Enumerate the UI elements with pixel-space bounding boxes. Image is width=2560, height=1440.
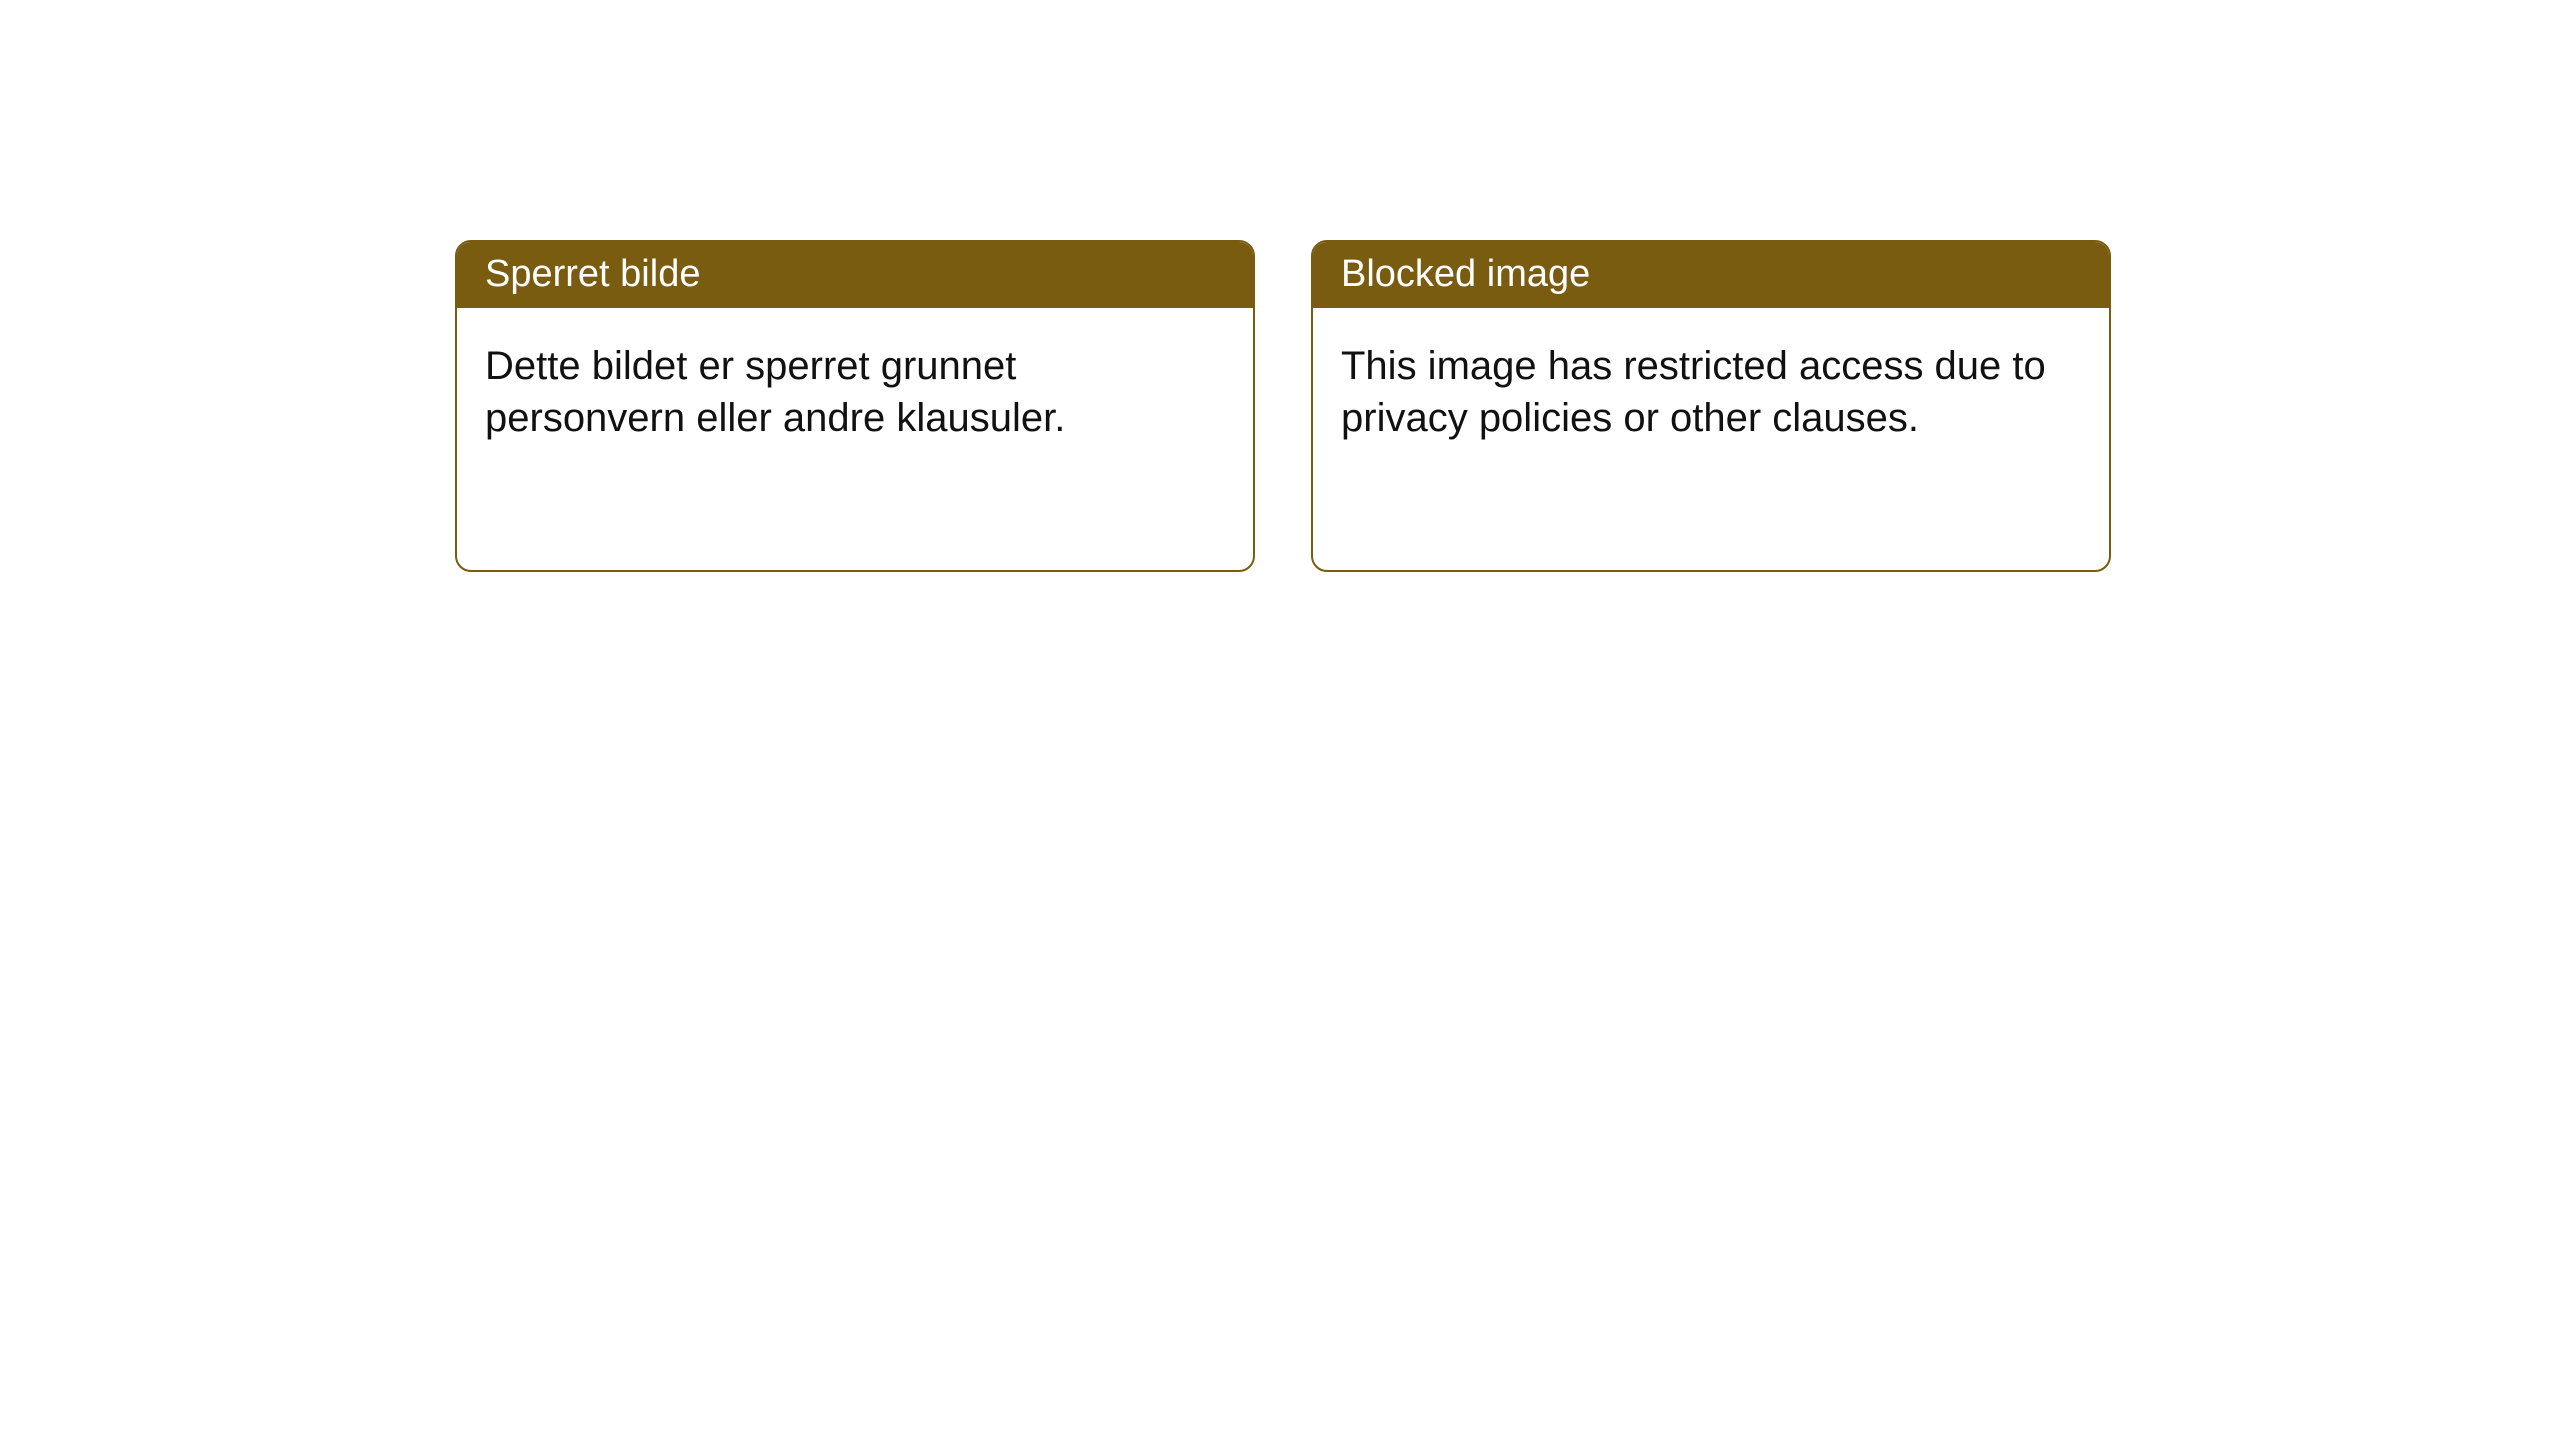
notice-card-norwegian: Sperret bilde Dette bildet er sperret gr… (455, 240, 1255, 572)
notice-header: Sperret bilde (457, 242, 1253, 308)
notice-cards-container: Sperret bilde Dette bildet er sperret gr… (455, 240, 2111, 572)
notice-header: Blocked image (1313, 242, 2109, 308)
notice-body: This image has restricted access due to … (1313, 308, 2109, 570)
notice-card-english: Blocked image This image has restricted … (1311, 240, 2111, 572)
notice-body: Dette bildet er sperret grunnet personve… (457, 308, 1253, 570)
